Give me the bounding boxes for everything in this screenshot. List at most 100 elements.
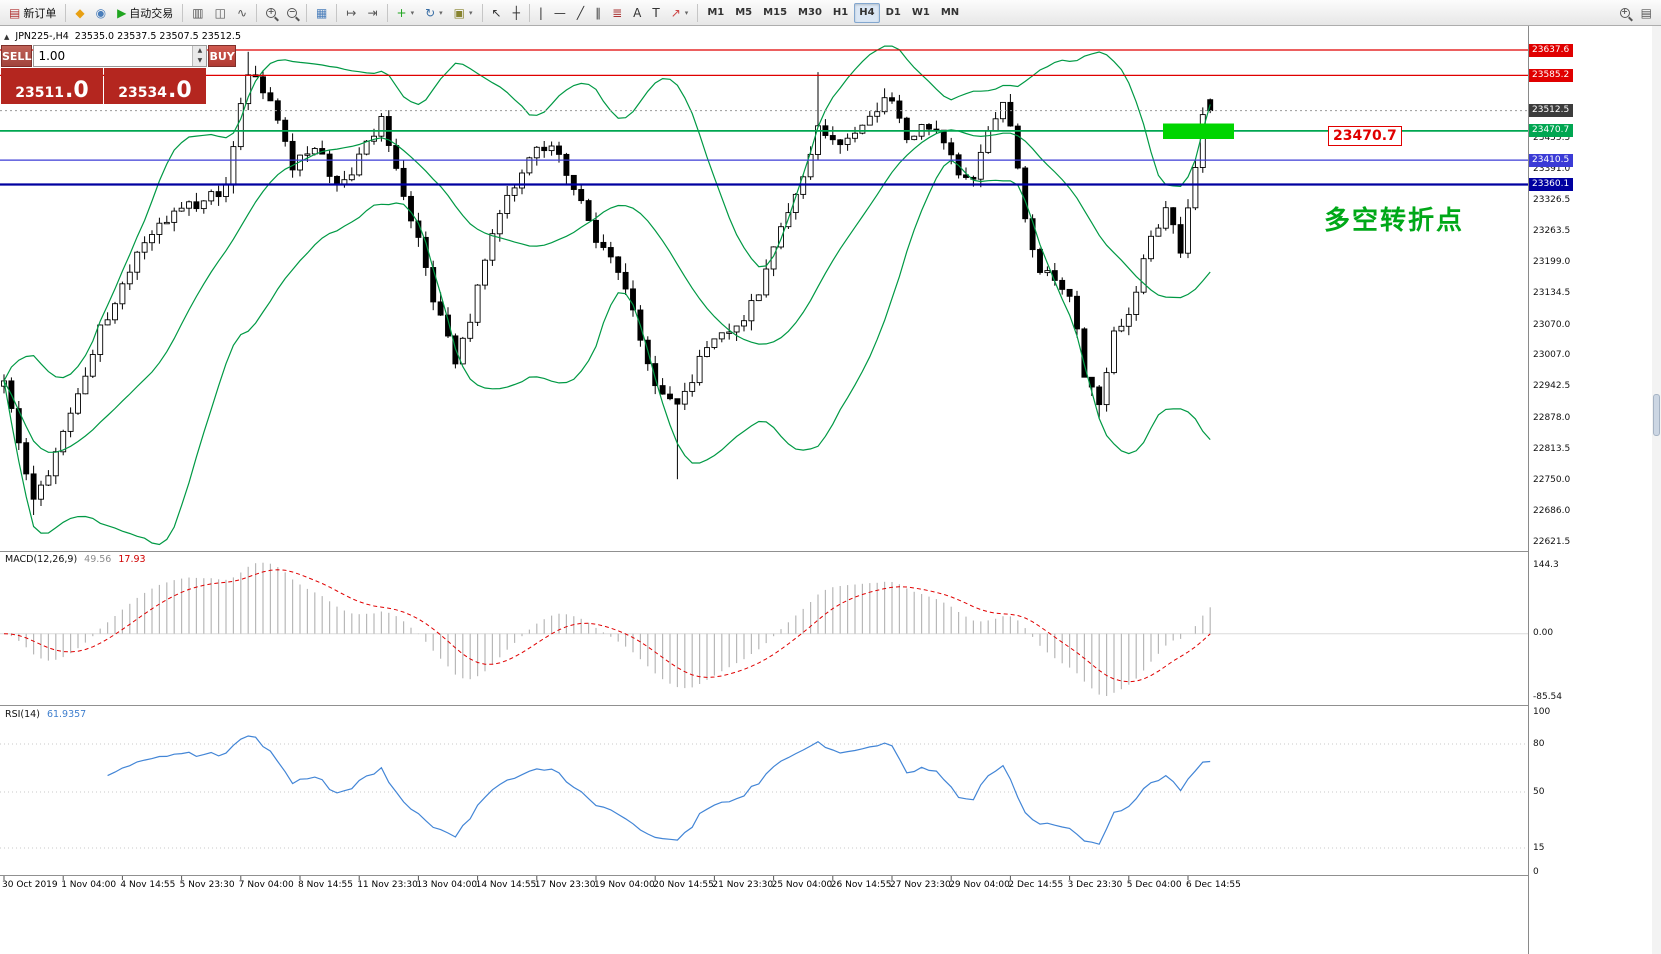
price-axis-label: 23263.5 (1533, 225, 1571, 236)
zoom-out-button[interactable]: − (282, 2, 302, 24)
toolbar-separator (182, 3, 184, 22)
timeframe-button-mn[interactable]: MN (936, 3, 964, 23)
toolbar-separator (528, 3, 530, 22)
dropdown-arrow-icon: ▾ (439, 8, 443, 17)
symbol-info-line: ▲ JPN225-,H4 23535.0 23537.5 23507.5 235… (4, 31, 241, 42)
vertical-scrollbar[interactable] (1652, 26, 1661, 954)
time-axis-label: 20 Nov 14:55 (653, 880, 714, 890)
arrows-button[interactable]: ↗ ▾ (666, 2, 694, 24)
new-order-button-label: 新订单 (23, 6, 57, 20)
time-axis-label: 14 Nov 14:55 (475, 880, 537, 890)
toolbar-separator (386, 3, 388, 22)
sell-price[interactable]: 23511.0 (1, 68, 103, 104)
toolbar-separator (481, 3, 483, 22)
buy-price[interactable]: 23534.0 (104, 68, 206, 104)
symbol-ohlc: 23535.0 23537.5 23507.5 23512.5 (74, 31, 241, 42)
metaeditor-button[interactable]: ◆ (70, 2, 89, 24)
price-axis-label: 22621.5 (1533, 536, 1571, 547)
market-watch-button[interactable]: ◉ (91, 2, 111, 24)
price-chart-canvas[interactable] (0, 0, 1528, 954)
scrollbar-thumb[interactable] (1653, 394, 1660, 436)
zoom-out-icon: − (287, 6, 298, 18)
timeframe-button-m30[interactable]: M30 (793, 3, 827, 23)
rsi-axis-label: 100 (1533, 706, 1551, 717)
timeframe-button-h1[interactable]: H1 (828, 3, 853, 23)
timeframe-button-m15[interactable]: M15 (758, 3, 792, 23)
price-level-tag: 23637.6 (1529, 43, 1574, 57)
one-click-trade-panel: SELL ▲ ▼ BUY 23511.0 23534.0 (1, 45, 236, 104)
new-order-button[interactable]: ▤ 新订单 (4, 2, 61, 24)
annotation-text: 多空转折点 (1324, 206, 1465, 236)
horizontal-line-button[interactable]: — (549, 2, 571, 24)
time-axis-label: 26 Nov 14:55 (830, 880, 892, 890)
crosshair-button[interactable]: ┼ (508, 2, 525, 24)
timeframe-button-h4[interactable]: H4 (854, 2, 880, 23)
timeframe-button-m1[interactable]: M1 (702, 3, 729, 23)
sell-price-pips: .0 (65, 78, 89, 104)
rsi-axis-label: 15 (1533, 842, 1545, 853)
timeframe-button-w1[interactable]: W1 (907, 3, 935, 23)
time-axis-label: 4 Nov 14:55 (120, 880, 176, 890)
lot-spinner: ▲ ▼ (192, 46, 207, 66)
lot-increase-button[interactable]: ▲ (193, 46, 207, 56)
candlestick-chart-button[interactable]: ◫ (210, 2, 231, 24)
fibonacci-button[interactable]: ≣ (607, 2, 627, 24)
periods-button[interactable]: ↻ ▾ (420, 2, 448, 24)
price-level-tag: 23585.2 (1529, 68, 1574, 82)
autotrading-button-label: 自动交易 (129, 6, 174, 20)
horizontal-line-icon: — (553, 5, 566, 20)
macd-main-value: 49.56 (84, 554, 112, 565)
text-icon: A (633, 5, 642, 20)
dropdown-arrow-icon: ▾ (684, 8, 689, 17)
time-axis-label: 13 Nov 04:00 (416, 880, 478, 890)
search-button[interactable]: + (1615, 2, 1635, 24)
macd-signal-value: 17.93 (118, 554, 146, 565)
window-list-button[interactable]: ▤ (1636, 2, 1657, 24)
channel-button[interactable]: ∥ (590, 2, 606, 24)
buy-price-main: 23534 (118, 84, 168, 101)
price-callout[interactable]: 23470.7 (1328, 126, 1402, 146)
text-label-button[interactable]: T (647, 2, 664, 24)
price-axis-label: 23199.0 (1533, 257, 1571, 268)
lot-input[interactable] (34, 46, 193, 66)
price-axis-label: 23326.5 (1533, 195, 1571, 206)
indicators-button[interactable]: + ▾ (392, 2, 420, 24)
macd-axis-label: 144.3 (1533, 560, 1559, 570)
bar-chart-button[interactable]: ▥ (187, 2, 208, 24)
zoom-in-button[interactable]: + (261, 2, 281, 24)
bar-chart-icon: ▥ (192, 5, 204, 20)
tile-windows-icon: ▦ (316, 5, 328, 20)
templates-button[interactable]: ▣ ▾ (449, 2, 478, 24)
time-axis-label: 19 Nov 04:00 (594, 880, 655, 890)
price-axis-label: 23455.5 (1533, 132, 1571, 143)
autotrading-button[interactable]: ▶ 自动交易 (112, 2, 178, 24)
lot-decrease-button[interactable]: ▼ (193, 56, 207, 66)
time-axis-label: 5 Nov 23:30 (179, 880, 235, 890)
sell-price-main: 23511 (15, 84, 65, 101)
chart-shift-button[interactable]: ⇥ (362, 2, 382, 24)
trendline-button[interactable]: ╱ (572, 2, 589, 24)
timeframe-button-d1[interactable]: D1 (881, 3, 906, 23)
macd-axis-label: -85.54 (1533, 692, 1563, 702)
cursor-button[interactable]: ↖ (487, 2, 507, 24)
price-axis-label: 22942.5 (1533, 381, 1571, 392)
time-axis-label: 27 Nov 23:30 (890, 880, 951, 890)
tile-windows-button[interactable]: ▦ (311, 2, 332, 24)
price-level-tag: 23410.5 (1529, 153, 1574, 167)
time-axis-label: 25 Nov 04:00 (771, 880, 833, 890)
vertical-line-button[interactable]: | (534, 2, 548, 24)
auto-scroll-button[interactable]: ↦ (341, 2, 361, 24)
search-icon: + (1619, 7, 1630, 18)
zoom-in-icon-sign: + (267, 6, 275, 16)
zoom-out-icon-sign: − (288, 6, 296, 16)
rsi-value: 61.9357 (46, 709, 87, 720)
line-chart-button[interactable]: ∿ (232, 2, 252, 24)
indicators-plus-icon: + (396, 5, 407, 20)
buy-button[interactable]: BUY (208, 45, 236, 67)
timeframe-button-m5[interactable]: M5 (730, 3, 757, 23)
fibonacci-icon: ≣ (612, 5, 623, 20)
text-button[interactable]: A (628, 2, 646, 24)
sell-button[interactable]: SELL (1, 45, 33, 67)
collapse-arrow-icon[interactable]: ▲ (4, 32, 10, 41)
rsi-axis-label: 0 (1533, 866, 1539, 877)
